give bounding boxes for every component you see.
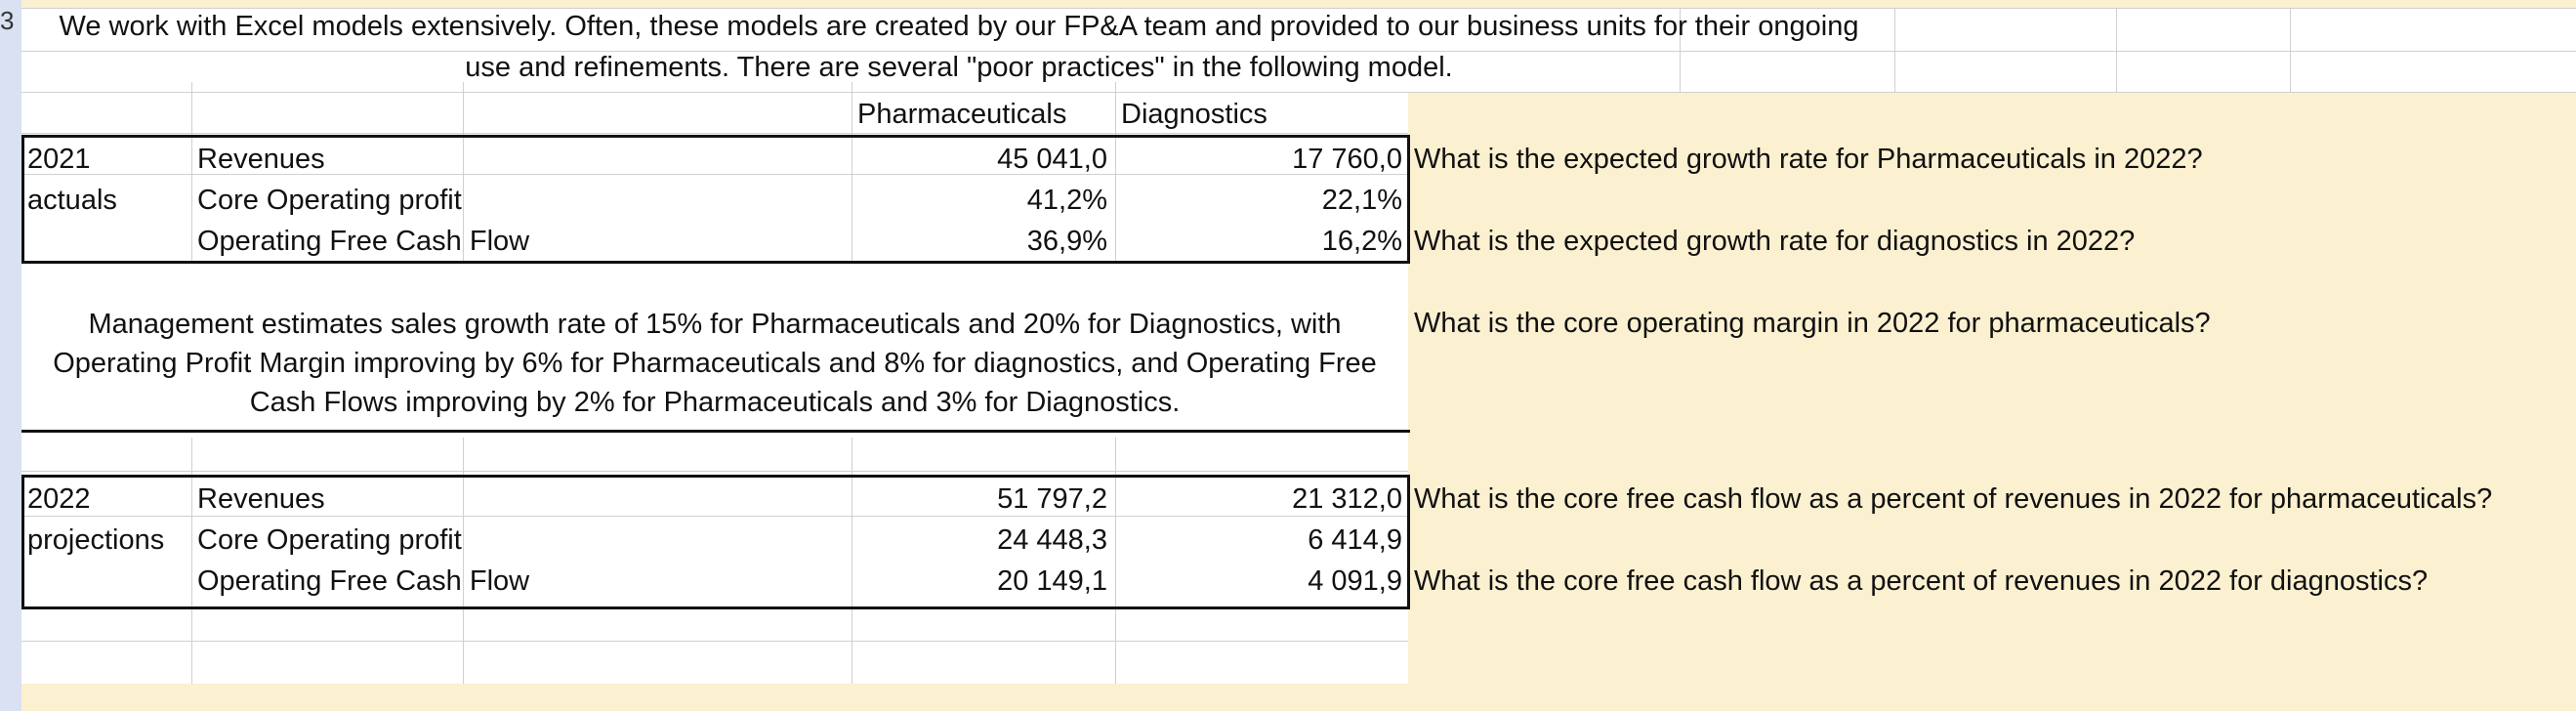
top-band	[21, 0, 2576, 8]
projections-row-label[interactable]: Revenues	[197, 483, 325, 515]
projections-pharma-value[interactable]: 20 149,1	[997, 565, 1107, 597]
actuals-row-label[interactable]: Core Operating profit	[197, 185, 462, 216]
gridline	[1408, 92, 2576, 93]
note-cell-bg	[22, 264, 1408, 438]
question-4[interactable]: What is the core free cash flow as a per…	[1414, 483, 2493, 515]
intro-line-2[interactable]: use and refinements. There are several "…	[465, 52, 1453, 83]
actuals-diag-value[interactable]: 16,2%	[1321, 226, 1402, 257]
actuals-year[interactable]: 2021	[27, 144, 91, 175]
row-header-column[interactable]: 3	[0, 0, 21, 711]
projections-row-label[interactable]: Core Operating profit	[197, 524, 462, 556]
gridline	[21, 92, 1408, 93]
projections-year[interactable]: 2022	[27, 483, 91, 515]
projections-diag-value[interactable]: 21 312,0	[1292, 483, 1402, 515]
gridline	[21, 471, 1408, 472]
gridline	[1894, 8, 1895, 92]
gridline	[2290, 8, 2291, 92]
projections-table-border	[21, 475, 1410, 609]
question-1[interactable]: What is the expected growth rate for Pha…	[1414, 144, 2203, 175]
question-5[interactable]: What is the core free cash flow as a per…	[1414, 565, 2429, 597]
question-highlight-area	[1408, 92, 2576, 684]
spreadsheet-grid[interactable]: We work with Excel models extensively. O…	[21, 8, 2576, 711]
gridline	[21, 133, 1408, 134]
actuals-pharma-value[interactable]: 36,9%	[1026, 226, 1107, 257]
question-3[interactable]: What is the core operating margin in 202…	[1414, 308, 2211, 339]
projections-diag-value[interactable]: 6 414,9	[1308, 524, 1402, 556]
projections-diag-value[interactable]: 4 091,9	[1308, 565, 1402, 597]
gridline	[2116, 8, 2117, 92]
gridline	[21, 8, 2576, 9]
actuals-diag-value[interactable]: 22,1%	[1321, 185, 1402, 216]
projections-pharma-value[interactable]: 24 448,3	[997, 524, 1107, 556]
actuals-pharma-value[interactable]: 45 041,0	[997, 144, 1107, 175]
row-number[interactable]: 3	[0, 6, 14, 35]
question-2[interactable]: What is the expected growth rate for dia…	[1414, 226, 2136, 257]
projections-label[interactable]: projections	[27, 524, 165, 556]
projections-row-label[interactable]: Operating Free Cash Flow	[197, 565, 530, 597]
projections-pharma-value[interactable]: 51 797,2	[997, 483, 1107, 515]
note-bottom-border	[21, 430, 1410, 433]
bottom-highlight-area	[21, 684, 1408, 711]
actuals-table-border	[21, 135, 1410, 264]
actuals-label[interactable]: actuals	[27, 185, 117, 216]
actuals-row-label[interactable]: Revenues	[197, 144, 325, 175]
header-diagnostics[interactable]: Diagnostics	[1121, 99, 1267, 130]
intro-line-1[interactable]: We work with Excel models extensively. O…	[59, 11, 1859, 42]
gridline	[1680, 8, 1681, 92]
management-note[interactable]: Management estimates sales growth rate o…	[53, 309, 1377, 418]
gridline	[21, 641, 1408, 642]
gridline	[21, 51, 2576, 52]
actuals-pharma-value[interactable]: 41,2%	[1026, 185, 1107, 216]
actuals-diag-value[interactable]: 17 760,0	[1292, 144, 1402, 175]
gridline	[21, 174, 1408, 175]
gridline	[21, 516, 1408, 517]
header-pharmaceuticals[interactable]: Pharmaceuticals	[857, 99, 1067, 130]
actuals-row-label[interactable]: Operating Free Cash Flow	[197, 226, 530, 257]
